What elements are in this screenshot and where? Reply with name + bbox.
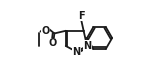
Text: O: O [49,38,57,48]
Text: N: N [72,47,80,57]
Text: O: O [41,26,49,36]
Text: F: F [78,11,85,21]
Text: N: N [83,41,91,51]
